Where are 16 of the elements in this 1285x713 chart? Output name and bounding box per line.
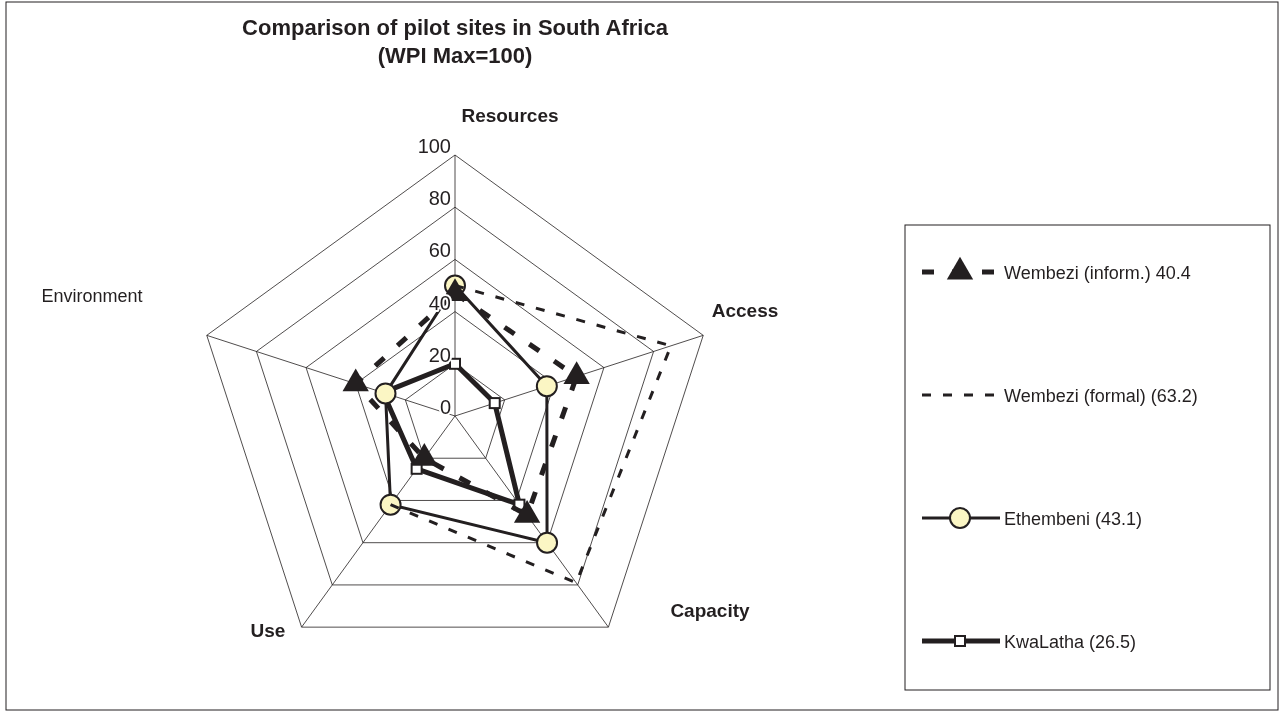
spoke-label: Resources xyxy=(461,105,559,126)
y-tick-label: 0 xyxy=(439,396,451,418)
y-tick-label: 60 xyxy=(428,239,451,262)
spoke-label: Environment xyxy=(41,286,143,306)
legend-label: KwaLatha (26.5) xyxy=(1004,632,1137,652)
chart-subtitle: (WPI Max=100) xyxy=(377,43,533,68)
spoke-label: Capacity xyxy=(670,600,751,621)
spoke-label: Use xyxy=(250,620,286,641)
legend-label: Wembezi (formal) (63.2) xyxy=(1004,386,1198,406)
y-tick-label: 20 xyxy=(428,343,451,366)
legend-label: Wembezi (inform.) 40.4 xyxy=(1004,263,1191,283)
spoke-label: Access xyxy=(711,300,779,321)
chart-title: Comparison of pilot sites in South Africa xyxy=(242,15,669,40)
y-tick-label: 100 xyxy=(417,135,451,157)
y-tick-label: 80 xyxy=(428,187,451,210)
legend-label: Ethembeni (43.1) xyxy=(1004,509,1143,529)
